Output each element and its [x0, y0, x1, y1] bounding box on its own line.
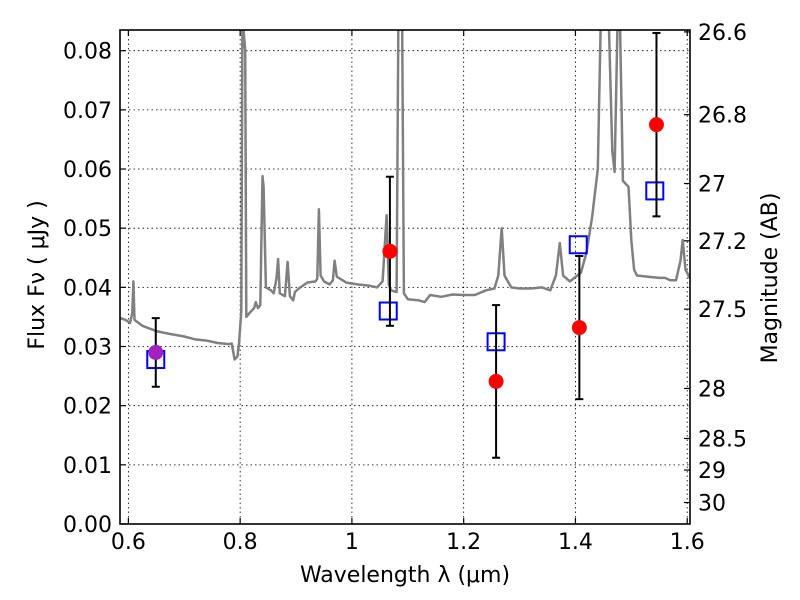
- x-tick-label: 1.4: [558, 530, 593, 555]
- x-tick-label: 0.6: [111, 530, 146, 555]
- y-tick-label: 0.03: [63, 336, 112, 361]
- y-tick-label: 0.07: [63, 99, 112, 124]
- x-tick-label: 0.8: [223, 530, 258, 555]
- right-tick-label: 29: [698, 459, 726, 484]
- plot-frame: [119, 29, 691, 525]
- y-tick-label: 0.05: [63, 217, 112, 242]
- observed-flux-point: [488, 373, 504, 389]
- spectrum-line: [120, 30, 690, 361]
- x-tick-label: 1.6: [670, 530, 705, 555]
- right-tick-label: 27.5: [698, 298, 747, 323]
- y-tick-label: 0.06: [63, 158, 112, 183]
- right-tick-label: 26.6: [698, 21, 747, 46]
- model-photometry-square: [568, 235, 588, 255]
- observed-flux-point: [148, 344, 164, 360]
- y-axis-title: Flux Fν ( μJy ): [25, 200, 50, 349]
- y-tick-label: 0.01: [63, 454, 112, 479]
- model-photometry-square: [378, 301, 398, 321]
- right-tick-label: 27: [698, 173, 726, 198]
- right-axis-title: Magnitude (AB): [758, 193, 783, 364]
- right-tick-label: 26.8: [698, 104, 747, 129]
- y-tick-label: 0.04: [63, 276, 112, 301]
- x-axis-title: Wavelength λ (μm): [300, 563, 510, 588]
- x-tick-label: 1.2: [446, 530, 481, 555]
- observed-flux-point: [648, 117, 664, 133]
- right-tick-label: 28: [698, 377, 726, 402]
- model-photometry-square: [645, 181, 665, 201]
- y-tick-label: 0.08: [63, 40, 112, 65]
- observed-flux-point: [382, 243, 398, 259]
- ticks-layer: 0.6 0.8 1 1.2 1.4 1.6 0.00 0.01 0.02 0.03 0.04 0.05…: [63, 21, 747, 555]
- right-tick-label: 30: [698, 492, 726, 517]
- y-tick-label: 0.00: [63, 513, 112, 538]
- y-tick-label: 0.02: [63, 395, 112, 420]
- plot-area: [120, 30, 690, 459]
- x-tick-label: 1: [345, 530, 359, 555]
- right-tick-label: 28.5: [698, 427, 747, 452]
- observed-flux-point: [571, 320, 587, 336]
- right-tick-label: 27.2: [698, 230, 747, 255]
